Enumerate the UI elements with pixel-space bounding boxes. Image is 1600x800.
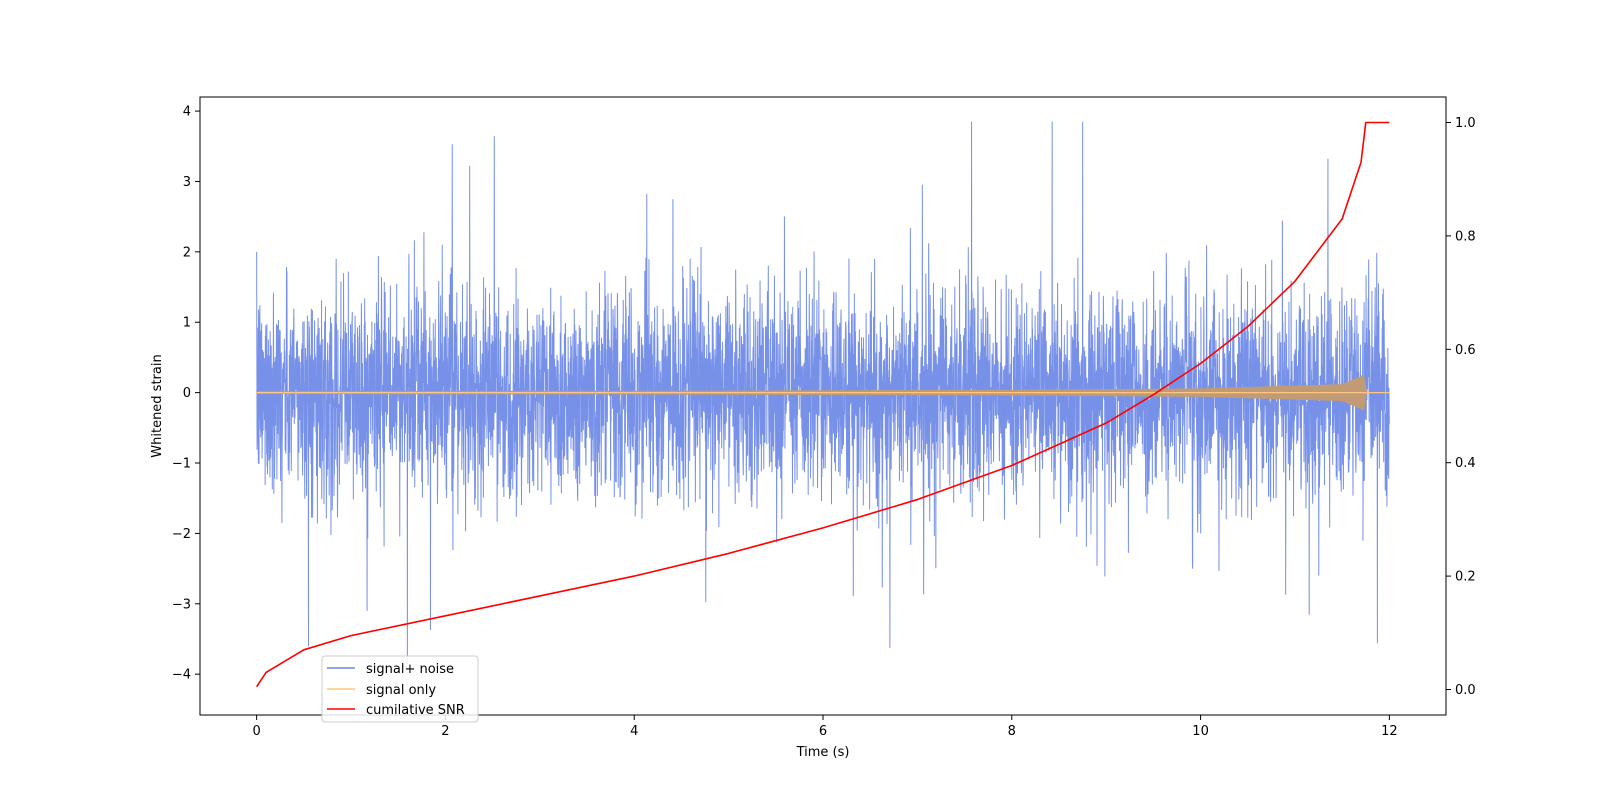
- legend-label-signal-noise: signal+ noise: [366, 662, 454, 677]
- x-tick-label: 4: [630, 724, 638, 739]
- y-tick-label: 2: [183, 245, 191, 260]
- y2-tick-label: 0.2: [1455, 570, 1476, 585]
- y2-tick-label: 0.6: [1455, 343, 1476, 358]
- legend-label-cumulative-snr: cumilative SNR: [366, 703, 465, 718]
- series-signal-only: [256, 375, 1390, 411]
- legend-label-signal-only: signal only: [366, 683, 436, 698]
- y-tick-label: 4: [183, 105, 191, 120]
- x-tick-label: 12: [1381, 724, 1398, 739]
- series-line-signal-noise: [256, 121, 1390, 664]
- y2-tick-label: 0.8: [1455, 229, 1476, 244]
- y-tick-label: −2: [172, 527, 191, 542]
- x-tick-label: 8: [1008, 724, 1016, 739]
- x-tick-label: 2: [441, 724, 449, 739]
- y-tick-label: −4: [172, 668, 191, 683]
- x-tick-label: 6: [819, 724, 827, 739]
- y2-tick-label: 1.0: [1455, 116, 1476, 131]
- y-tick-label: 0: [183, 386, 191, 401]
- x-axis: 0 2 4 6 8 10 12: [252, 715, 1398, 739]
- y-tick-label: −3: [172, 597, 191, 612]
- x-axis-label: Time (s): [796, 745, 850, 760]
- y2-tick-label: 0.0: [1455, 683, 1476, 698]
- y2-tick-label: 0.4: [1455, 456, 1476, 471]
- legend: signal+ noise signal only cumilative SNR: [321, 655, 479, 723]
- y-axis-label: Whitened strain: [150, 354, 165, 457]
- x-tick-label: 10: [1192, 724, 1209, 739]
- y-tick-label: −1: [172, 457, 191, 472]
- y-tick-label: 3: [183, 175, 191, 190]
- y-tick-label: 1: [183, 316, 191, 331]
- series-line-cumulative-snr: [255, 121, 1390, 688]
- legend-frame: [321, 655, 479, 723]
- y-axis-right: 0.0 0.2 0.4 0.6 0.8 1.0: [1446, 116, 1476, 698]
- series-signal-noise: [256, 121, 1390, 664]
- y-axis-left: −4 −3 −2 −1 0 1 2 3 4: [172, 105, 200, 683]
- series-cumulative-snr: [255, 121, 1390, 688]
- x-tick-label: 0: [252, 724, 260, 739]
